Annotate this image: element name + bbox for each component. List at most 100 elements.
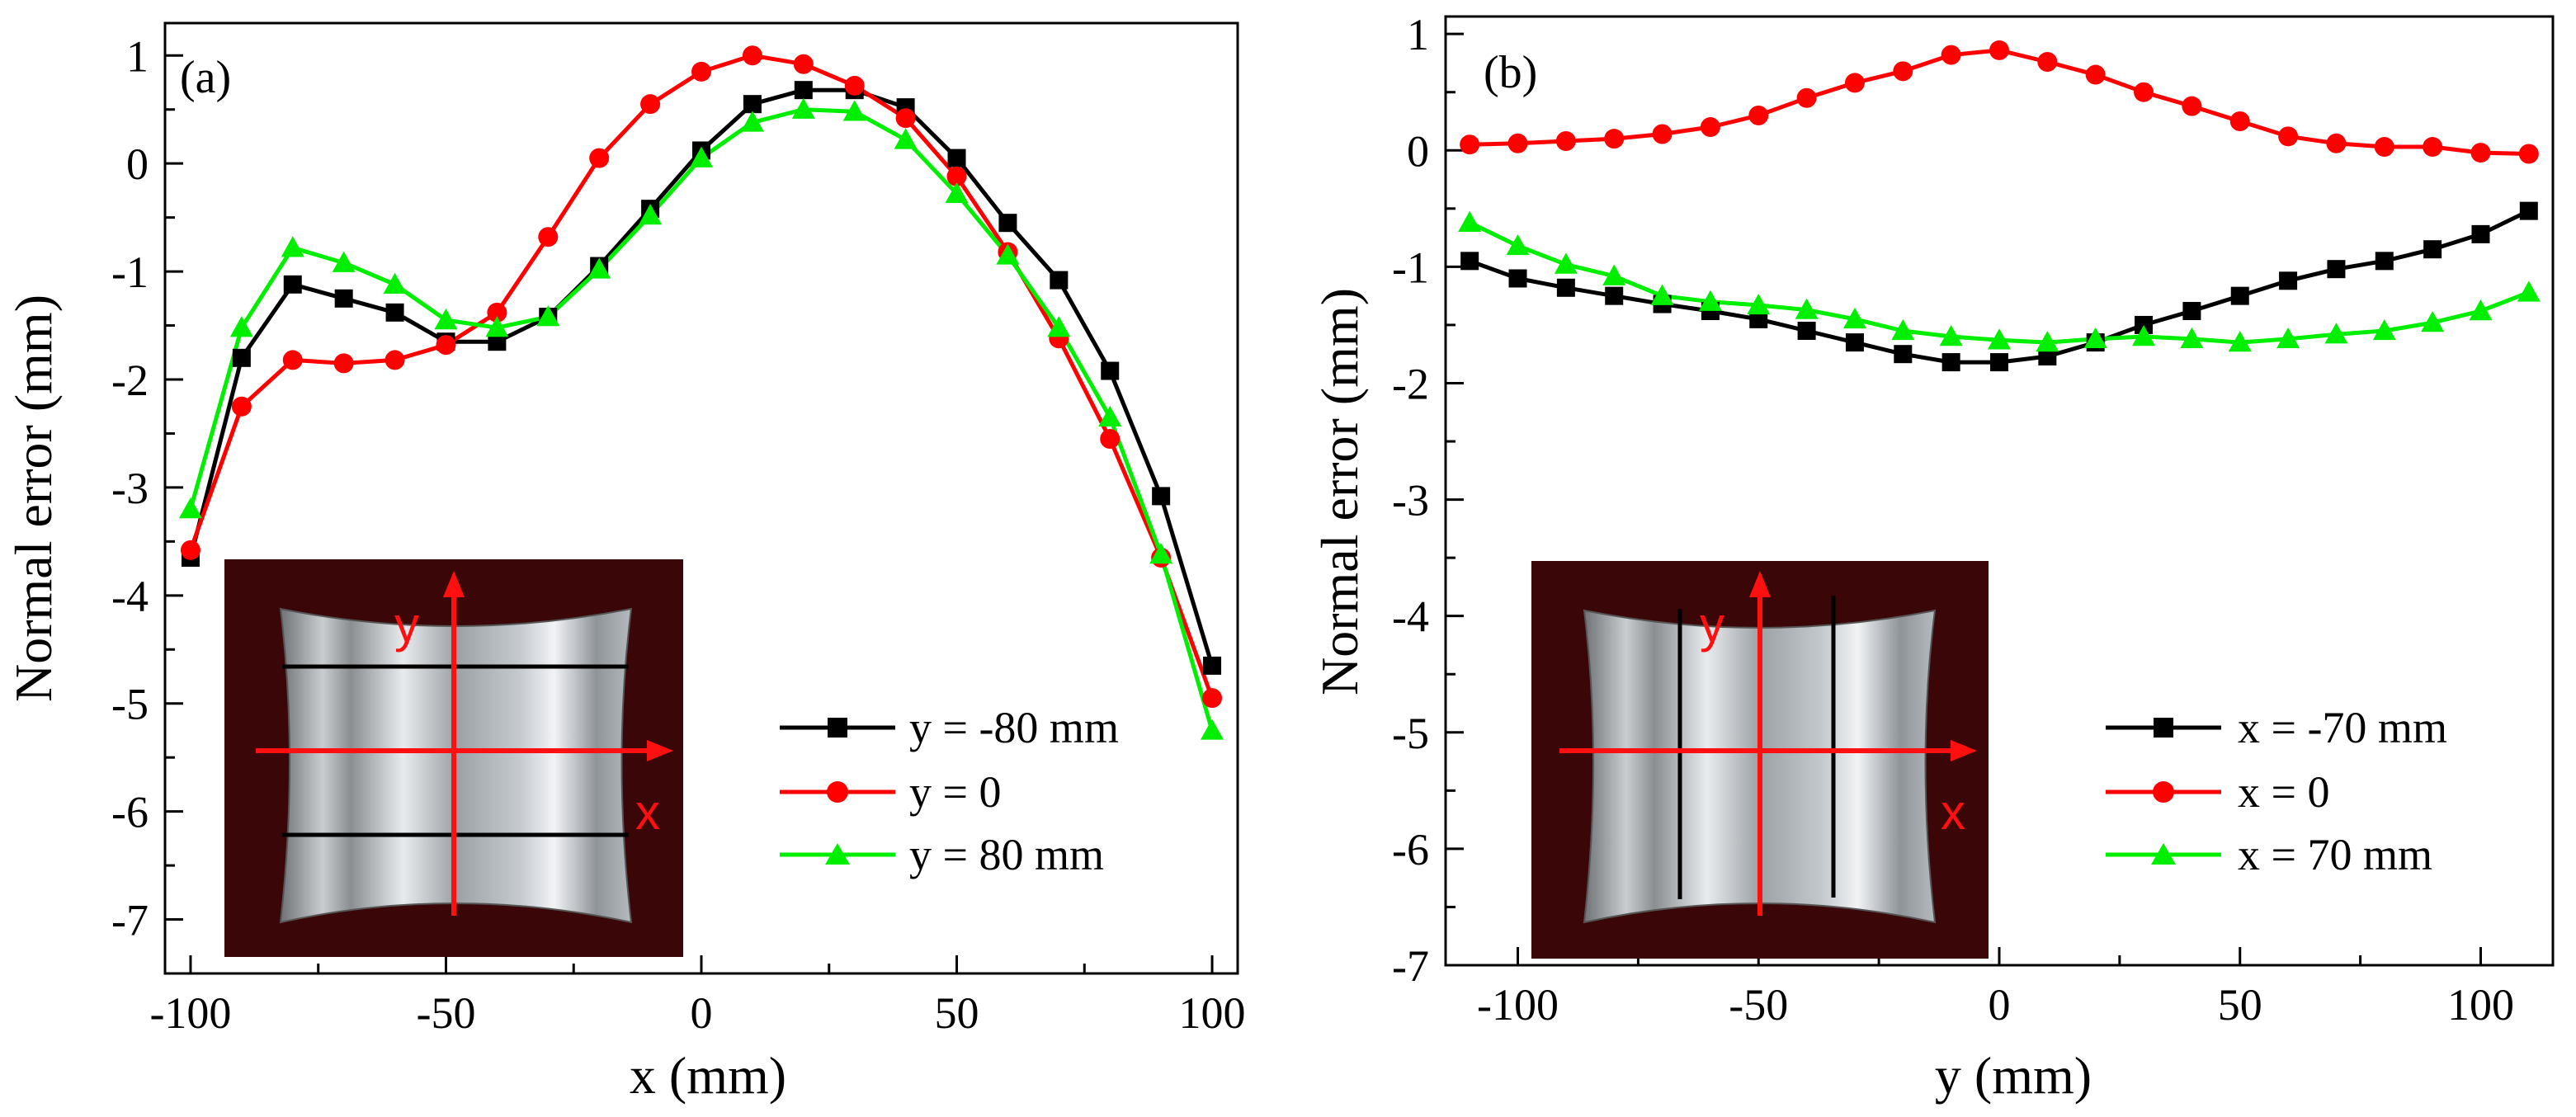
x-tick-label: 50 [2218,980,2262,1030]
data-point-triangle [996,243,1020,265]
data-point-circle [589,148,610,168]
inset-photo: y x [1531,561,1989,959]
legend-marker-square [828,718,847,738]
legend-entry-0: y = -80 mm [780,703,1119,752]
y-tick-label: -7 [111,896,149,945]
panel-label: (a) [180,52,231,103]
data-point-triangle [2421,311,2445,332]
legend-label: y = 80 mm [909,830,1104,879]
data-point-circle [1507,133,1528,153]
data-point-square [2182,301,2201,320]
data-point-triangle [740,111,764,132]
data-point-square [1101,361,1120,380]
x-tick-label: -50 [416,988,475,1038]
data-point-circle [2278,126,2299,147]
legend: x = -70 mm x = 0 x = 70 mm [2106,703,2447,879]
data-point-circle [2423,137,2443,158]
legend-entry-2: x = 70 mm [2106,830,2432,879]
data-point-triangle [842,100,866,121]
y-tick-label: -4 [1392,592,1429,642]
x-axis-label: x (mm) [630,1046,786,1105]
data-point-triangle [229,316,253,337]
data-point-square [1508,269,1527,288]
series-layer [1458,40,2541,372]
data-point-circle [742,45,762,66]
data-point-triangle [2083,327,2107,349]
data-point-triangle [1149,543,1173,564]
data-point-circle [538,227,559,247]
legend-label: y = 0 [909,767,1001,817]
data-point-circle [895,108,916,129]
y-axis-label: Normal error (mm) [4,295,63,702]
data-point-triangle [791,97,815,119]
data-point-square [2327,260,2346,279]
y-tick-label: -4 [111,572,149,621]
series-line-2 [1469,220,2530,345]
inset-x-label: x [1941,785,1965,840]
data-point-triangle [2180,327,2204,349]
data-point-circle [1652,124,1673,144]
legend-marker-triangle [2151,843,2176,865]
legend-entry-0: x = -70 mm [2106,703,2447,752]
data-point-square [1460,252,1479,271]
data-point-square [1749,309,1768,328]
data-point-circle [793,54,814,74]
data-point-triangle [1201,719,1224,740]
series-layer [178,45,1224,740]
data-point-square [743,95,762,114]
data-point-triangle [945,181,969,204]
legend-label: x = 70 mm [2238,830,2432,879]
x-tick-label: 100 [2447,980,2514,1030]
data-point-circle [1460,134,1480,155]
data-point-circle [1202,688,1223,709]
y-tick-label: -2 [1392,359,1429,408]
data-point-triangle [2517,280,2541,302]
data-point-square [2279,271,2298,290]
data-point-square [334,289,353,308]
y-tick-label: -6 [111,788,149,837]
y-tick-label: 0 [1407,126,1429,176]
data-point-triangle [1698,290,1722,311]
data-point-triangle [1458,210,1482,232]
data-point-circle [1555,130,1576,151]
legend-label: x = -70 mm [2238,703,2447,752]
data-point-circle [2037,52,2058,73]
data-point-triangle [1650,284,1674,305]
data-point-triangle [2372,318,2396,341]
data-point-triangle [1891,318,1915,341]
data-point-square [2471,224,2490,243]
y-tick-label: -3 [111,464,149,513]
data-point-circle [1989,40,2009,60]
legend-marker-circle [827,781,848,803]
legend-marker-circle [2153,781,2174,803]
data-point-square [1990,353,2008,372]
data-point-triangle [2228,331,2252,352]
data-point-circle [1893,61,1913,82]
data-point-square [2423,240,2442,259]
data-point-circle [691,61,711,82]
data-point-circle [1748,105,1769,125]
series-line-1 [1470,48,2529,156]
legend-entry-2: y = 80 mm [780,830,1104,879]
data-point-triangle [1795,298,1819,319]
data-point-square [2135,315,2154,334]
data-point-square [1605,286,1624,305]
panel-label: (b) [1484,47,1537,98]
data-point-circle [1844,73,1865,93]
data-point-triangle [2276,327,2300,349]
data-point-square [1050,271,1069,290]
legend: y = -80 mm y = 0 y = 80 mm [780,703,1119,879]
data-point-circle [231,396,252,417]
data-point-circle [2134,82,2154,102]
data-point-triangle [639,204,663,225]
legend-marker-square [2154,718,2173,738]
legend-marker-triangle [825,843,850,865]
axis-ticks: -100 -50 0 50 100 -7 -6 -5 -4 -3 -2 -1 0 1 [111,31,1246,1038]
inset-x-arrowhead [647,740,673,761]
data-point-circle [385,350,405,370]
y-tick-label: 1 [126,31,149,81]
data-point-square [2230,286,2249,305]
data-point-circle [2374,137,2394,158]
data-point-circle [282,350,303,370]
data-point-circle [2326,133,2347,153]
